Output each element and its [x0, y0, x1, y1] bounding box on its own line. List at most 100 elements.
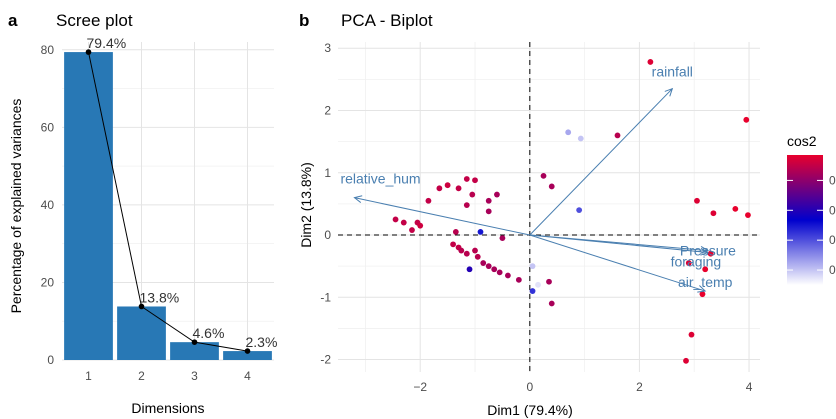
- scree-data-label: 79.4%: [87, 35, 127, 51]
- scree-point: [85, 49, 92, 55]
- legend-tick-label: 0.4: [829, 233, 836, 247]
- scree-bars: [64, 52, 272, 361]
- scree-point: [244, 348, 251, 354]
- legend-colorbar: [787, 155, 823, 285]
- cos2-legend: cos2 0.2 0.4 0.6 0.8: [787, 133, 836, 285]
- biplot-point: [450, 241, 456, 248]
- biplot-point: [688, 331, 695, 338]
- variable-label: foraging: [671, 253, 722, 269]
- biplot-point: [548, 300, 555, 307]
- scree-plot-title: Scree plot: [56, 11, 133, 30]
- biplot-point: [710, 210, 717, 217]
- scree-x-ticks: 1 2 3 4: [85, 369, 251, 383]
- biplot-x-axis-label: Dim1 (79.4%): [487, 402, 573, 418]
- scree-y-tick-label: 80: [41, 43, 55, 57]
- biplot-point: [540, 172, 547, 179]
- biplot-point: [685, 260, 692, 266]
- biplot-point: [469, 191, 476, 198]
- biplot-point: [529, 288, 536, 294]
- biplot-point: [472, 177, 478, 184]
- scree-plot-panel: a Scree plot 79.4% 13.8% 4.6% 2.3% 0 20 40 60 8…: [8, 11, 277, 416]
- biplot-point: [425, 197, 432, 204]
- scree-point: [191, 339, 198, 345]
- biplot-point: [496, 269, 503, 276]
- variable-arrow-head: [353, 195, 363, 203]
- scree-bar: [64, 52, 113, 361]
- scree-x-tick-label: 4: [244, 369, 251, 383]
- biplot-y-tick-label: 2: [324, 103, 331, 117]
- biplot-point: [707, 250, 714, 257]
- biplot-point: [466, 266, 473, 273]
- biplot-title: PCA - Biplot: [341, 11, 433, 30]
- legend-title: cos2: [787, 133, 817, 149]
- variable-arrow-head: [700, 247, 710, 256]
- variable-arrow-line: [529, 234, 706, 292]
- scree-data-label: 4.6%: [193, 325, 225, 341]
- scree-bar: [170, 342, 219, 360]
- biplot-point: [743, 116, 750, 123]
- biplot-point: [485, 208, 492, 215]
- biplot-point: [699, 291, 706, 298]
- scree-bar: [223, 351, 272, 360]
- biplot-x-tick-label: 4: [746, 380, 753, 394]
- biplot-point: [702, 266, 709, 273]
- scree-y-axis-label: Percentage of explained variances: [8, 99, 24, 314]
- variable-arrow-line: [354, 197, 530, 236]
- biplot-point: [529, 263, 536, 270]
- scree-data-labels: 79.4% 13.8% 4.6% 2.3%: [87, 35, 278, 350]
- scree-x-tick-label: 2: [138, 369, 145, 383]
- biplot-y-tick-label: 3: [324, 41, 331, 55]
- biplot-point: [576, 207, 583, 214]
- biplot-point: [463, 176, 470, 182]
- biplot-y-tick-label: 1: [324, 166, 331, 180]
- scree-bar: [117, 306, 166, 360]
- scree-y-tick-label: 0: [47, 353, 54, 367]
- biplot-point: [409, 227, 415, 233]
- variable-arrow-line: [529, 88, 673, 236]
- variable-label: rainfall: [652, 64, 693, 80]
- biplot-point: [455, 185, 462, 192]
- scree-point: [138, 303, 145, 310]
- variable-label: relative_hum: [340, 171, 420, 187]
- scree-line: [85, 49, 251, 354]
- biplot-point: [546, 278, 552, 285]
- biplot-x-tick-label: −2: [413, 380, 427, 394]
- biplot-y-tick-label: -1: [320, 290, 331, 304]
- scree-data-label: 2.3%: [246, 334, 278, 350]
- biplot-point: [732, 205, 739, 212]
- biplot-point: [577, 135, 584, 142]
- biplot-point: [400, 219, 407, 226]
- biplot-point: [694, 197, 700, 204]
- biplot-point: [452, 229, 459, 235]
- biplot-point: [458, 247, 465, 254]
- biplot-x-ticks: −2 0 2 4: [413, 380, 752, 394]
- biplot-x-tick-label: 2: [636, 380, 643, 394]
- variable-arrow-head: [700, 246, 710, 254]
- biplot-x-tick-label: 0: [526, 380, 533, 394]
- biplot-point: [491, 266, 498, 273]
- biplot-point: [474, 253, 481, 260]
- legend-tick-label: 0.8: [829, 173, 836, 187]
- variable-label: Pressure: [680, 243, 736, 259]
- biplot-y-tick-label: 0: [324, 228, 331, 242]
- legend-tick-label: 0.2: [829, 263, 836, 277]
- biplot-point: [444, 182, 451, 189]
- biplot-y-axis-label: Dim2 (13.8%): [298, 162, 314, 248]
- biplot-y-tick-label: -2: [320, 353, 331, 367]
- variable-label: air_temp: [678, 274, 733, 290]
- biplot-point: [463, 250, 470, 257]
- biplot-point: [548, 183, 555, 190]
- scree-x-tick-label: 1: [85, 369, 92, 383]
- biplot-point: [494, 191, 500, 198]
- biplot-point: [392, 216, 399, 223]
- biplot-point: [485, 263, 492, 270]
- biplot-gridlines: [338, 42, 760, 372]
- scree-y-tick-label: 20: [41, 275, 55, 289]
- variable-arrow-line: [529, 234, 708, 253]
- biplot-point: [614, 132, 621, 139]
- scree-line-path: [88, 51, 248, 352]
- biplot-points: [392, 59, 751, 364]
- biplot-point: [499, 235, 506, 242]
